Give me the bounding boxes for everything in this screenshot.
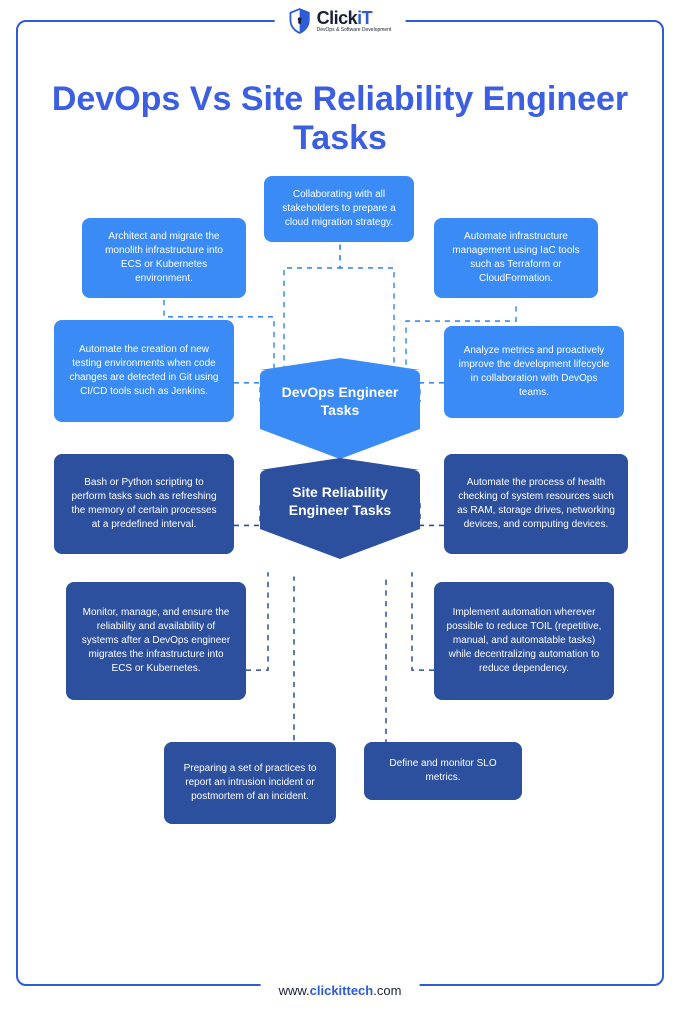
connector-9: [412, 572, 434, 670]
task-card-s_tl: Bash or Python scripting to perform task…: [54, 454, 234, 554]
shield-icon: [289, 8, 311, 34]
diagram-canvas: DevOps Engineer Tasks Site Reliability E…: [34, 170, 646, 1000]
task-card-d_bl: Automate the creation of new testing env…: [54, 320, 234, 422]
logo-accent: iT: [357, 8, 372, 28]
logo: ClickiT DevOps & Software Development: [275, 8, 406, 34]
task-card-s_bl: Preparing a set of practices to report a…: [164, 742, 336, 824]
hub-sre-label: Site Reliability Engineer Tasks: [260, 470, 420, 529]
footer-url: www.clickittech.com: [261, 983, 420, 998]
task-card-d_tl: Architect and migrate the monolith infra…: [82, 218, 246, 298]
connector-4: [234, 383, 260, 402]
logo-brand: ClickiT: [317, 9, 392, 27]
logo-tagline: DevOps & Software Development: [317, 28, 392, 33]
page-title: DevOps Vs Site Reliability Engineer Task…: [40, 80, 640, 158]
connector-6: [234, 502, 260, 525]
logo-prefix: Click: [317, 8, 358, 28]
connector-5: [420, 383, 444, 402]
hub-devops-label: DevOps Engineer Tasks: [260, 370, 420, 429]
footer-suffix: .com: [373, 983, 401, 998]
connector-7: [420, 502, 444, 525]
task-card-s_mr: Implement automation wherever possible t…: [434, 582, 614, 700]
hub-devops: DevOps Engineer Tasks: [260, 370, 420, 459]
task-card-s_tr: Automate the process of health checking …: [444, 454, 628, 554]
footer-prefix: www.: [279, 983, 310, 998]
hub-sre: Site Reliability Engineer Tasks: [260, 470, 420, 559]
connector-8: [246, 572, 268, 670]
footer-domain: clickittech: [310, 983, 374, 998]
task-card-s_br: Define and monitor SLO metrics.: [364, 742, 522, 800]
task-card-d_tr: Automate infrastructure management using…: [434, 218, 598, 298]
task-card-d_top: Collaborating with all stakeholders to p…: [264, 176, 414, 242]
task-card-d_br: Analyze metrics and proactively improve …: [444, 326, 624, 418]
task-card-s_ml: Monitor, manage, and ensure the reliabil…: [66, 582, 246, 700]
